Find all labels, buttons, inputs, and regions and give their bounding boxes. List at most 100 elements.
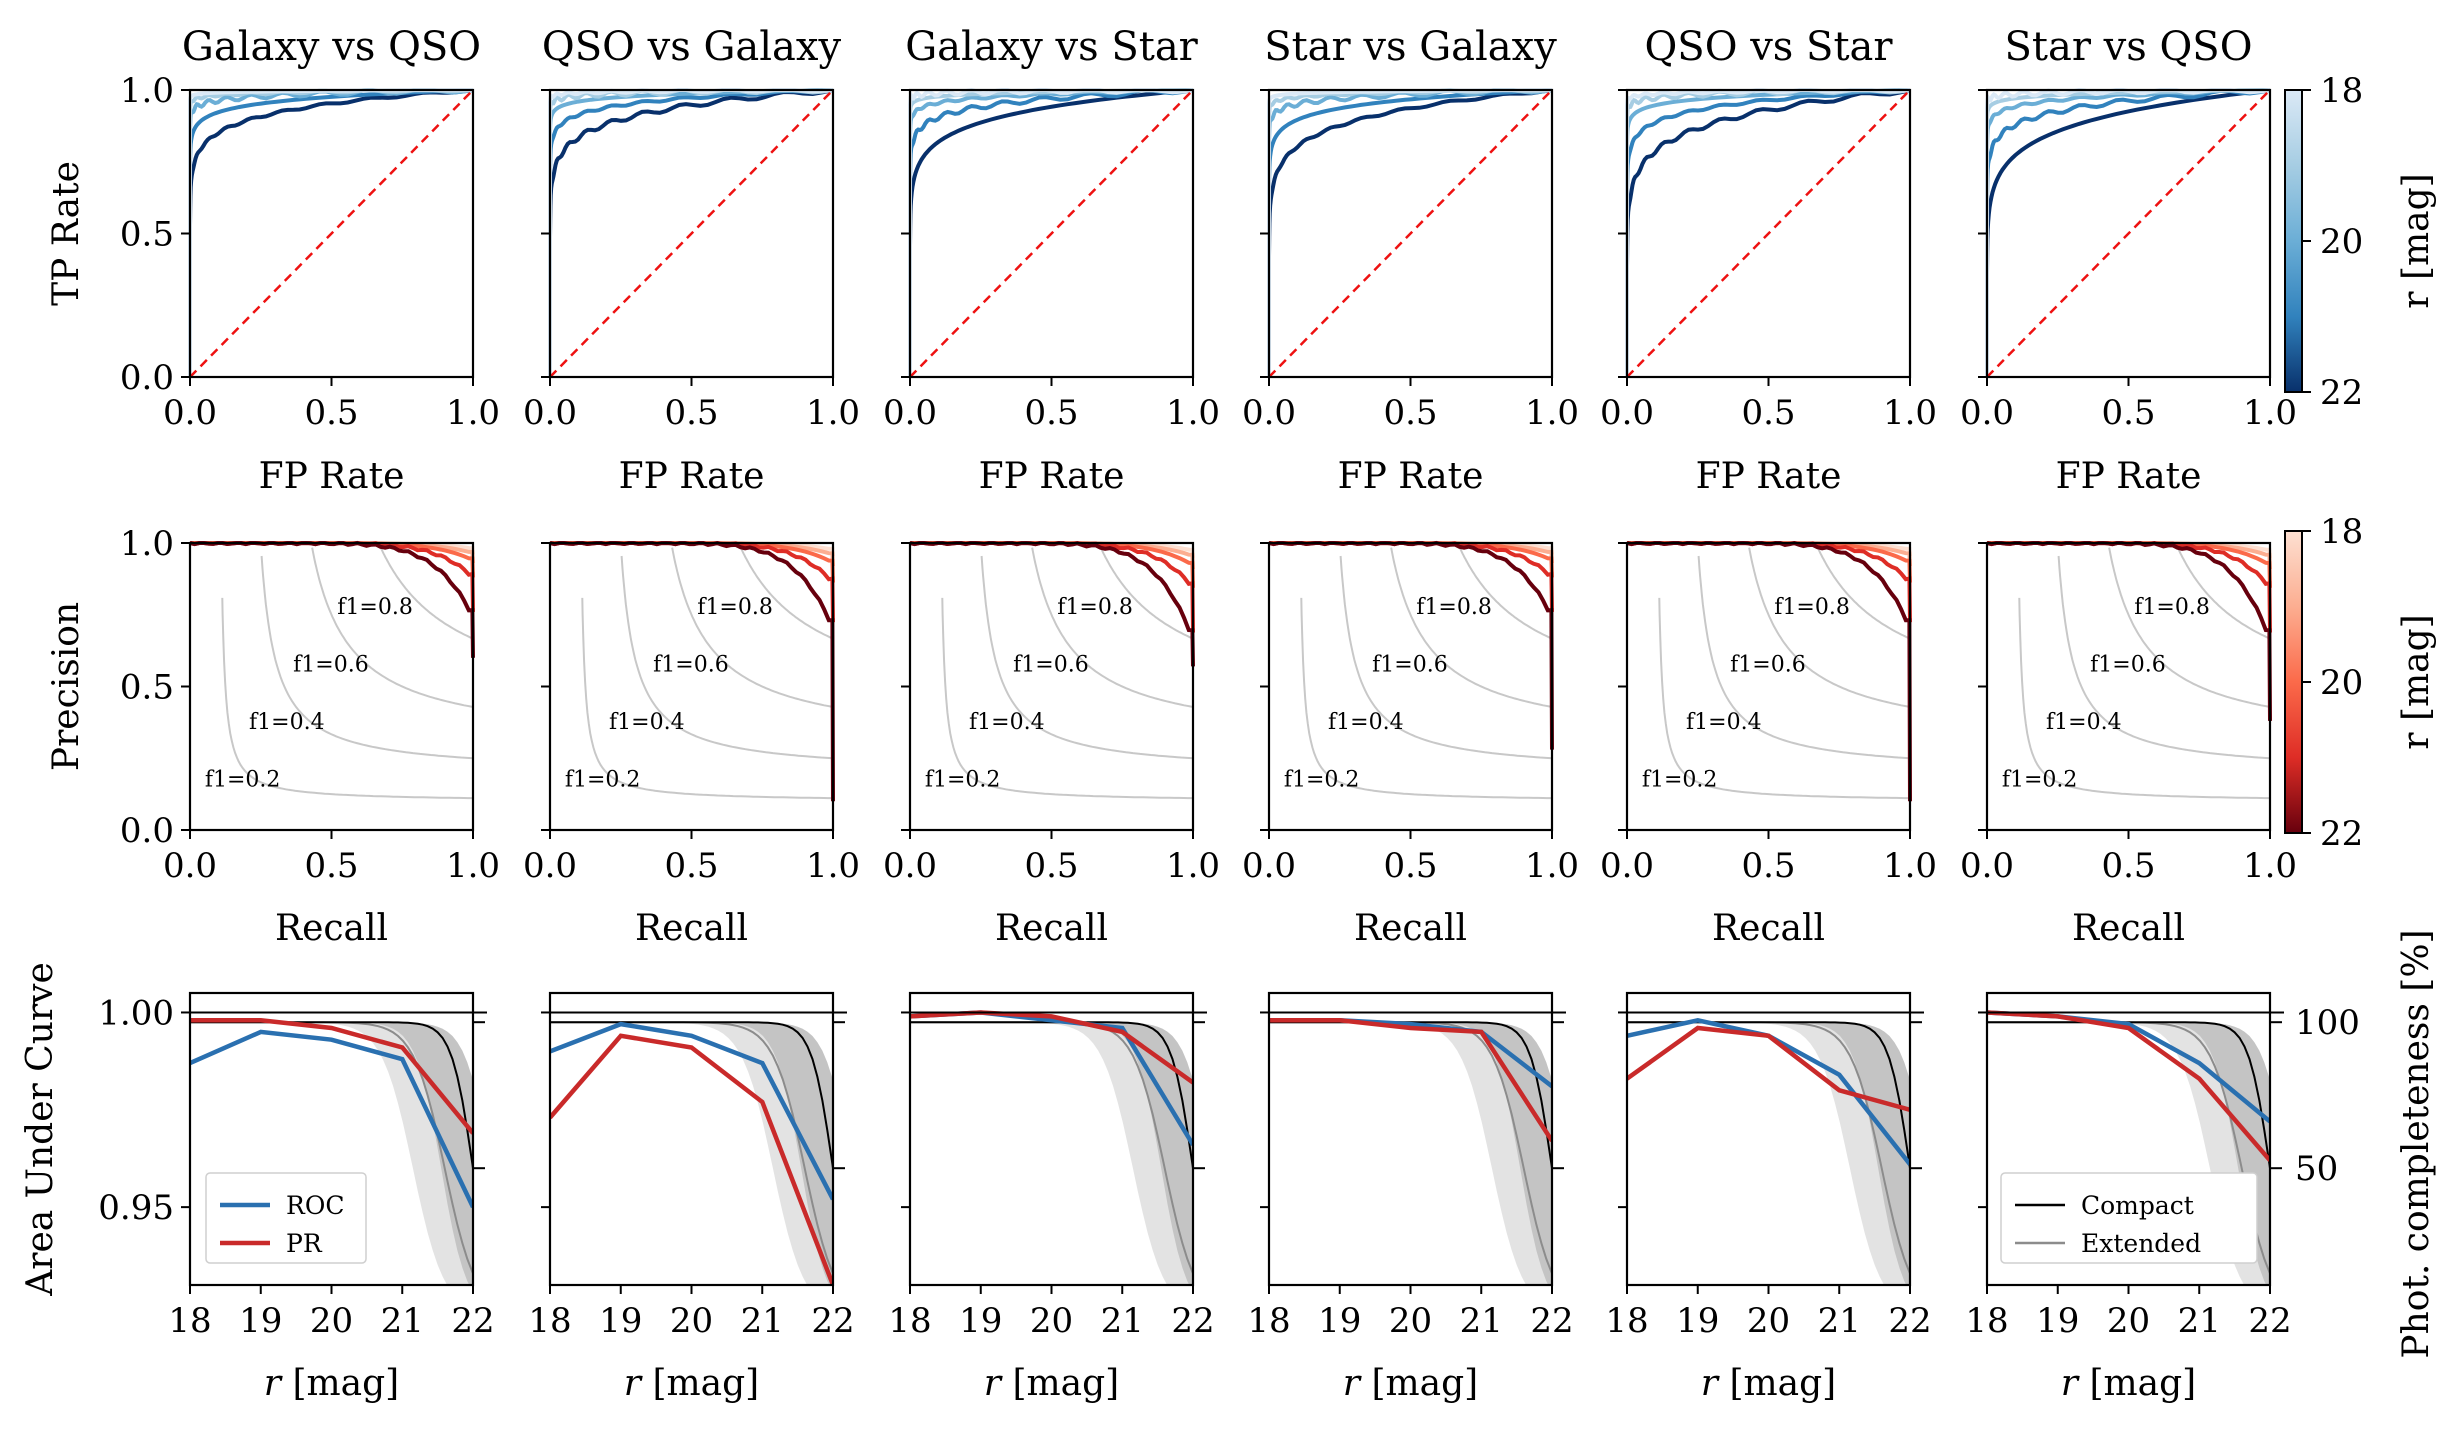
compact-band — [1987, 1022, 2270, 1285]
x-tick-label: 19 — [239, 1301, 282, 1341]
x-axis-label: r [mag] — [624, 1363, 759, 1404]
legend-box-right — [2000, 1172, 2258, 1264]
extended-band — [1269, 1022, 1552, 1285]
x-axis-label: r [mag] — [984, 1363, 1119, 1404]
x-tick-label: 0.0 — [163, 846, 217, 886]
x-axis-label-unit: [mag] — [2089, 1363, 2196, 1404]
colorbar-tick-label: 20 — [2320, 222, 2363, 262]
x-axis-label-var: r — [624, 1363, 653, 1404]
completeness-bands — [1269, 1018, 1552, 1285]
pr-auc-line — [1627, 1025, 1910, 1112]
x-tick-label: 0.5 — [664, 846, 718, 886]
f1-label: f1=0.4 — [249, 710, 325, 735]
colorbar-tick-label: 18 — [2320, 71, 2363, 111]
panel-title-3: Star vs Galaxy — [1264, 24, 1557, 70]
f1-label: f1=0.8 — [1416, 595, 1492, 620]
roc-curve-mag-21 — [188, 88, 474, 377]
f1-contour — [738, 544, 834, 640]
f1-contour — [1098, 544, 1194, 640]
roc-curve-mag-22 — [1267, 88, 1553, 377]
f1-label: f1=0.8 — [337, 595, 413, 620]
x-tick-label: 1.0 — [1525, 846, 1579, 886]
x-tick-label: 0.0 — [523, 393, 577, 433]
x-axis-label: Recall — [995, 908, 1108, 949]
roc-curve-mag-21 — [1267, 88, 1553, 377]
completeness-bands — [550, 1021, 833, 1285]
y-axis-label: Precision — [46, 602, 87, 771]
f1-label: f1=0.8 — [697, 595, 773, 620]
x-tick-label: 0.5 — [1383, 393, 1437, 433]
x-tick-label: 0.0 — [883, 393, 937, 433]
y-tick-label: 0.95 — [98, 1188, 174, 1228]
compact-band — [1627, 1022, 1910, 1285]
y-tick-label: 1.0 — [120, 71, 174, 111]
colorbar-tick-label: 20 — [2320, 663, 2363, 703]
f1-label: f1=0.4 — [609, 710, 685, 735]
x-tick-label: 19 — [1318, 1301, 1361, 1341]
colorbar-label: r [mag] — [2396, 173, 2437, 308]
x-tick-label: 1.0 — [1166, 846, 1220, 886]
x-tick-label: 19 — [1676, 1301, 1719, 1341]
x-axis-label-unit: [mag] — [1729, 1363, 1836, 1404]
extended-band — [550, 1022, 833, 1285]
f1-label: f1=0.2 — [205, 767, 281, 792]
pr-auc-line — [1269, 1018, 1552, 1143]
x-tick-label: 0.0 — [1960, 846, 2014, 886]
legend-label-roc: ROC — [286, 1191, 344, 1220]
pr-auc-line — [550, 1033, 833, 1285]
y-tick-label: 0.0 — [120, 811, 174, 851]
f1-contour — [671, 547, 834, 708]
compact-completeness — [550, 1021, 833, 1176]
x-tick-label: 0.5 — [304, 393, 358, 433]
x-tick-label: 19 — [959, 1301, 1002, 1341]
x-tick-label: 18 — [888, 1301, 931, 1341]
compact-band — [190, 1022, 473, 1285]
x-tick-label: 0.5 — [1024, 393, 1078, 433]
x-tick-label: 18 — [1965, 1301, 2008, 1341]
panel-title-2: Galaxy vs Star — [905, 24, 1198, 70]
f1-label: f1=0.8 — [1774, 595, 1850, 620]
x-tick-label: 18 — [168, 1301, 211, 1341]
x-tick-label: 19 — [599, 1301, 642, 1341]
f1-label: f1=0.4 — [1686, 710, 1762, 735]
x-tick-label: 0.5 — [2101, 846, 2155, 886]
y2-axis-label: Phot. completeness [%] — [2396, 929, 2437, 1358]
x-tick-label: 19 — [2036, 1301, 2079, 1341]
f1-label: f1=0.4 — [1328, 710, 1404, 735]
x-tick-label: 1.0 — [2243, 393, 2297, 433]
f1-contour — [2018, 597, 2270, 800]
x-tick-label: 18 — [1247, 1301, 1290, 1341]
pr-curve-mag-21 — [1986, 540, 2272, 633]
x-axis-label: FP Rate — [1338, 456, 1484, 497]
x-tick-label: 20 — [1389, 1301, 1432, 1341]
x-axis-label: Recall — [2072, 908, 2185, 949]
x-tick-label: 1.0 — [2243, 846, 2297, 886]
f1-label: f1=0.2 — [2002, 767, 2078, 792]
x-tick-label: 20 — [1030, 1301, 1073, 1341]
y-tick-label: 0.5 — [120, 215, 174, 255]
compact-band — [910, 1022, 1193, 1285]
y-tick-label: 0.0 — [120, 358, 174, 398]
x-tick-label: 21 — [741, 1301, 784, 1341]
f1-contour — [1457, 544, 1553, 640]
f1-label: f1=0.2 — [1284, 767, 1360, 792]
completeness-bands — [190, 1018, 473, 1285]
x-tick-label: 0.0 — [1960, 393, 2014, 433]
completeness-bands — [1987, 1010, 2270, 1285]
pr-curve-mag-22 — [1986, 540, 2272, 721]
f1-label: f1=0.6 — [2090, 653, 2166, 678]
x-tick-label: 22 — [1530, 1301, 1573, 1341]
completeness-bands — [1627, 1017, 1910, 1285]
x-tick-label: 0.0 — [1600, 846, 1654, 886]
legend-box-left — [205, 1172, 367, 1264]
pr-auc-line — [910, 1010, 1193, 1085]
f1-label: f1=0.2 — [565, 767, 641, 792]
roc-curve-mag-21 — [908, 88, 1194, 377]
x-tick-label: 0.5 — [1383, 846, 1437, 886]
f1-contour — [2057, 555, 2271, 760]
x-tick-label: 20 — [2107, 1301, 2150, 1341]
f1-contour — [941, 597, 1193, 800]
roc-curve-mag-21 — [548, 88, 834, 377]
y-tick-label: 1.0 — [120, 524, 174, 564]
x-tick-label: 1.0 — [1166, 393, 1220, 433]
